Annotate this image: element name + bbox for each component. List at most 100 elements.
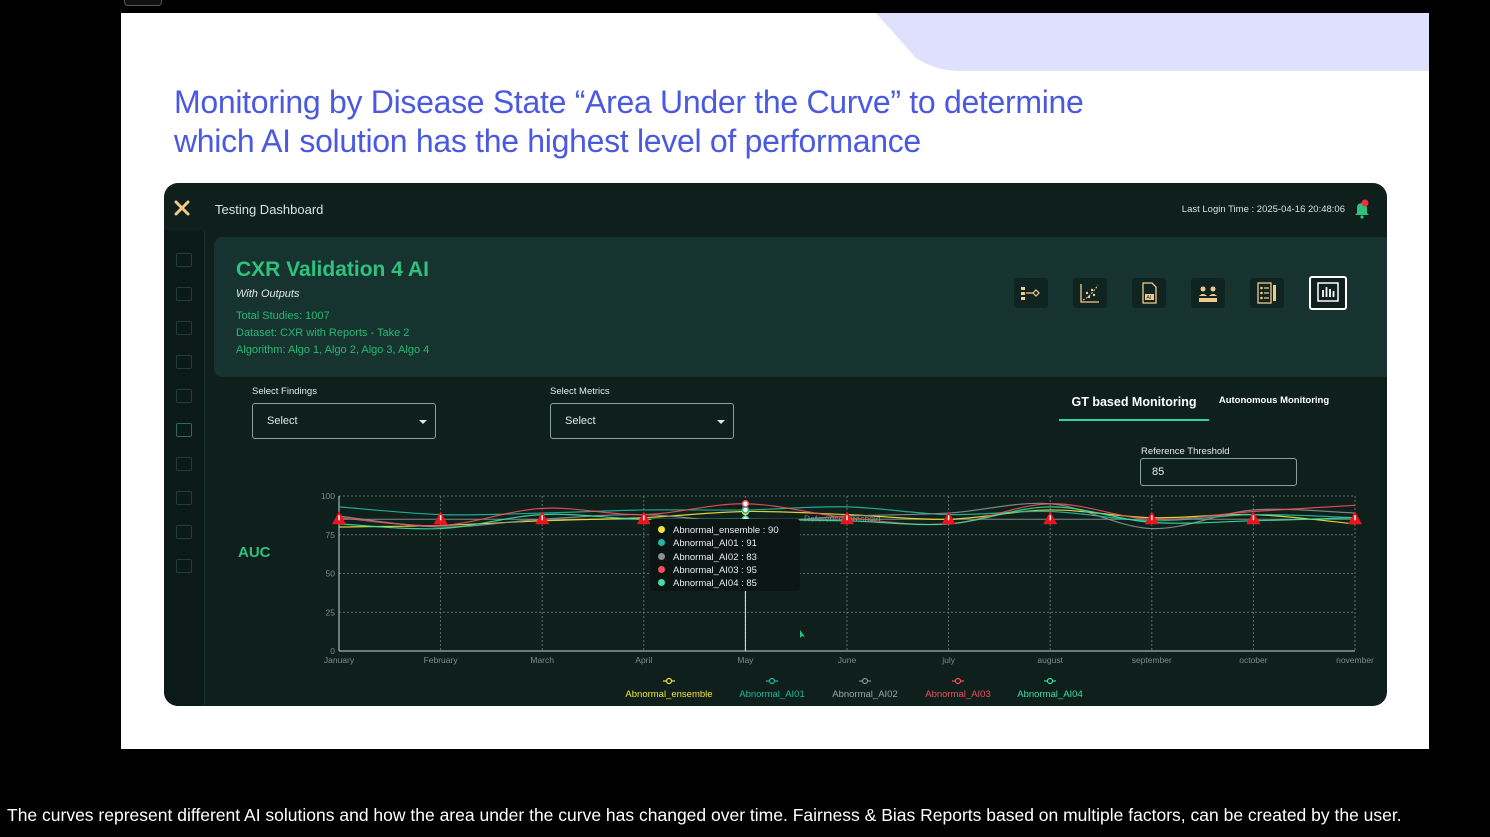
tooltip-row: Abnormal_AI04 : 85 (658, 578, 757, 591)
auc-line-chart: 0 25 50 75 100 January February March April May Ju… (321, 491, 1374, 700)
x-tick-label: April (635, 655, 652, 665)
home-icon[interactable] (176, 253, 192, 267)
x-tick-label: august (1037, 655, 1063, 665)
x-tick-label: May (737, 655, 754, 665)
project-title: CXR Validation 4 AI (236, 258, 429, 281)
findings-label: Select Findings (252, 386, 317, 397)
warning-icon-mark (1354, 515, 1356, 521)
report-list-icon[interactable] (1250, 278, 1284, 308)
slide-title: Monitoring by Disease State “Area Under … (174, 83, 1174, 161)
legend-item-Abnormal_ensemble: Abnormal_ensemble (625, 677, 713, 700)
legend-marker-dot (1046, 677, 1054, 685)
x-tick-label: november (1336, 655, 1374, 665)
slide-caption: The curves represent different AI soluti… (7, 805, 1402, 825)
total-studies: Total Studies: 1007 (236, 310, 330, 322)
scatter-chart-icon[interactable] (1073, 278, 1107, 308)
warning-icon-mark (846, 515, 848, 521)
hover-point-Abnormal_AI01 (741, 506, 750, 514)
folder-icon[interactable] (176, 389, 192, 403)
legend-label: Abnormal_AI04 (1017, 689, 1082, 700)
last-login-time: Last Login Time : 2025-04-16 20:48:06 (1181, 204, 1345, 215)
chevron-down-icon (717, 420, 725, 424)
x-tick-label: july (941, 655, 956, 665)
tooltip-dot (658, 539, 665, 547)
findings-select-value: Select (267, 415, 298, 427)
chart-tooltip: Abnormal_ensemble : 90 Abnormal_AI01 : 91… (650, 519, 800, 591)
threshold-input[interactable]: 85 (1140, 458, 1297, 486)
findings-select[interactable]: Select (252, 403, 436, 439)
testing-dashboard-window: Testing Dashboard Last Login Time : 2025… (164, 183, 1387, 706)
metric-label: AUC (238, 544, 271, 561)
presentation-slide: Monitoring by Disease State “Area Under … (121, 13, 1429, 749)
warning-icon-mark (947, 515, 950, 521)
legend-marker-dot (768, 677, 776, 685)
y-tick-label: 50 (326, 569, 336, 579)
legend-item-Abnormal_AI02: Abnormal_AI02 (832, 677, 898, 700)
legend-item-Abnormal_AI04: Abnormal_AI04 (1017, 677, 1083, 700)
x-tick-label: February (424, 655, 459, 665)
warning-icon-mark (1049, 515, 1051, 521)
dataset-info: Dataset: CXR with Reports - Take 2 (236, 327, 410, 339)
warning-icon-mark (338, 515, 340, 521)
tooltip-row: Abnormal_AI01 : 91 (658, 538, 757, 551)
warning-icon-mark (439, 515, 442, 521)
window-handle (124, 0, 162, 6)
threshold-label: Reference Threshold (1141, 446, 1230, 457)
series-line-Abnormal_AI01 (338, 506, 1356, 522)
y-tick-label: 75 (326, 530, 336, 540)
legend-label: Abnormal_AI03 (925, 689, 990, 700)
metrics-select-value: Select (565, 415, 596, 427)
tooltip-label: Abnormal_AI03 : 95 (673, 564, 757, 576)
slide-title-line-1: Monitoring by Disease State “Area Under … (174, 84, 1084, 120)
upload-icon[interactable] (176, 287, 192, 301)
hover-point-Abnormal_AI03 (741, 500, 750, 508)
metrics-select[interactable]: Select (550, 403, 734, 439)
legend-label: Abnormal_AI01 (739, 689, 804, 700)
legend-label: Abnormal_AI02 (832, 689, 897, 700)
list-icon[interactable] (176, 355, 192, 369)
database-icon[interactable] (176, 525, 192, 539)
tooltip-dot (658, 552, 665, 560)
sidebar (164, 231, 205, 706)
bar-monitor-icon[interactable] (1309, 276, 1347, 310)
warning-icon-mark (1252, 515, 1255, 521)
warning-icon-mark (1151, 515, 1153, 521)
x-tick-label: January (324, 655, 355, 665)
notification-bell-icon[interactable] (1353, 199, 1371, 219)
tooltip-dot (658, 565, 665, 573)
project-subtitle: With Outputs (236, 288, 300, 300)
x-tick-label: october (1239, 655, 1268, 665)
ai-document-icon[interactable]: AI (1132, 278, 1166, 308)
slide-title-line-2: which AI solution has the highest level … (174, 123, 921, 159)
threshold-line-label: Reference threshold (804, 513, 881, 523)
metrics-label: Select Metrics (550, 386, 610, 397)
slide-accent-shape (876, 13, 1429, 71)
tooltip-row: Abnormal_AI02 : 83 (658, 552, 757, 565)
users-compare-icon[interactable] (1191, 278, 1225, 308)
chevron-down-icon (419, 420, 427, 424)
legend-marker-dot (954, 677, 962, 685)
legend-item-Abnormal_AI01: Abnormal_AI01 (739, 677, 805, 700)
x-tick-label: June (838, 655, 857, 665)
cursor-pointer-icon (800, 630, 805, 638)
phone-icon[interactable] (176, 457, 192, 471)
tooltip-row: Abnormal_AI03 : 95 (658, 565, 757, 578)
tooltip-dot (658, 526, 665, 533)
y-tick-label: 0 (330, 646, 335, 656)
tooltip-label: Abnormal_AI02 : 83 (673, 551, 757, 563)
tab-gt-monitoring[interactable]: GT based Monitoring (1059, 395, 1209, 421)
cart-icon[interactable] (176, 321, 192, 335)
y-tick-label: 25 (326, 607, 336, 617)
legend-marker-dot (665, 677, 673, 685)
x-tick-label: March (530, 655, 554, 665)
eye-icon[interactable] (176, 491, 192, 505)
legend-item-Abnormal_AI03: Abnormal_AI03 (925, 677, 991, 700)
tab-autonomous-monitoring[interactable]: Autonomous Monitoring (1218, 395, 1330, 406)
workflow-icon[interactable] (1014, 278, 1048, 308)
document-icon[interactable] (176, 423, 192, 437)
legend-label: Abnormal_ensemble (625, 689, 712, 700)
tooltip-label: Abnormal_ensemble : 90 (673, 525, 779, 536)
dashboard-title: Testing Dashboard (215, 202, 324, 217)
tooltip-label: Abnormal_AI01 : 91 (673, 538, 757, 550)
gear-icon[interactable] (176, 559, 192, 573)
